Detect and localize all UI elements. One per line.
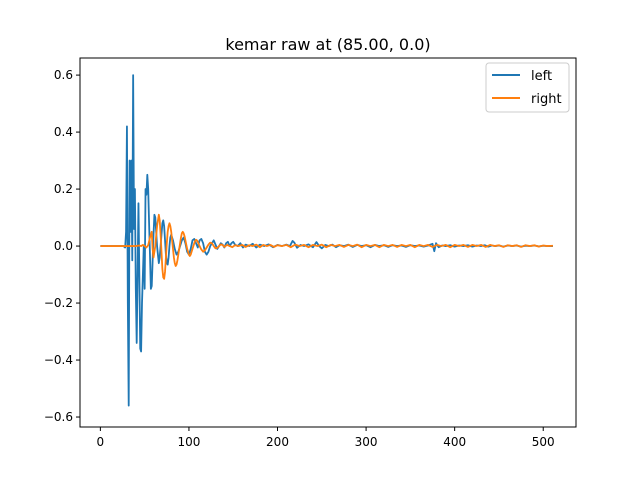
chart-title: kemar raw at (85.00, 0.0) (225, 35, 430, 54)
y-tick-label: 0.4 (54, 125, 73, 139)
y-tick-label: 0.2 (54, 182, 73, 196)
series-line-left (100, 74, 553, 407)
axes-frame (79, 57, 577, 428)
plot-area (100, 74, 554, 407)
legend-label-left: left (531, 69, 552, 84)
x-tick-label: 400 (443, 435, 466, 449)
legend: left right (485, 62, 570, 113)
y-tick-label: −0.4 (44, 353, 73, 367)
y-tick-label: −0.6 (44, 410, 73, 424)
y-tick-label: 0.0 (54, 239, 73, 253)
x-tick-label: 500 (532, 435, 555, 449)
y-tick-label: 0.6 (54, 68, 73, 82)
series-line-right (100, 213, 554, 280)
x-tick-label: 0 (97, 435, 105, 449)
x-tick-label: 200 (266, 435, 289, 449)
x-tick-label: 300 (355, 435, 378, 449)
legend-label-right: right (531, 92, 562, 107)
x-tick-label: 100 (177, 435, 200, 449)
y-tick-label: −0.2 (44, 296, 73, 310)
axes: 0 100 200 300 400 500 −0.6 −0.4 −0.2 0.0 0.2 0.4 0.6 (44, 57, 577, 449)
